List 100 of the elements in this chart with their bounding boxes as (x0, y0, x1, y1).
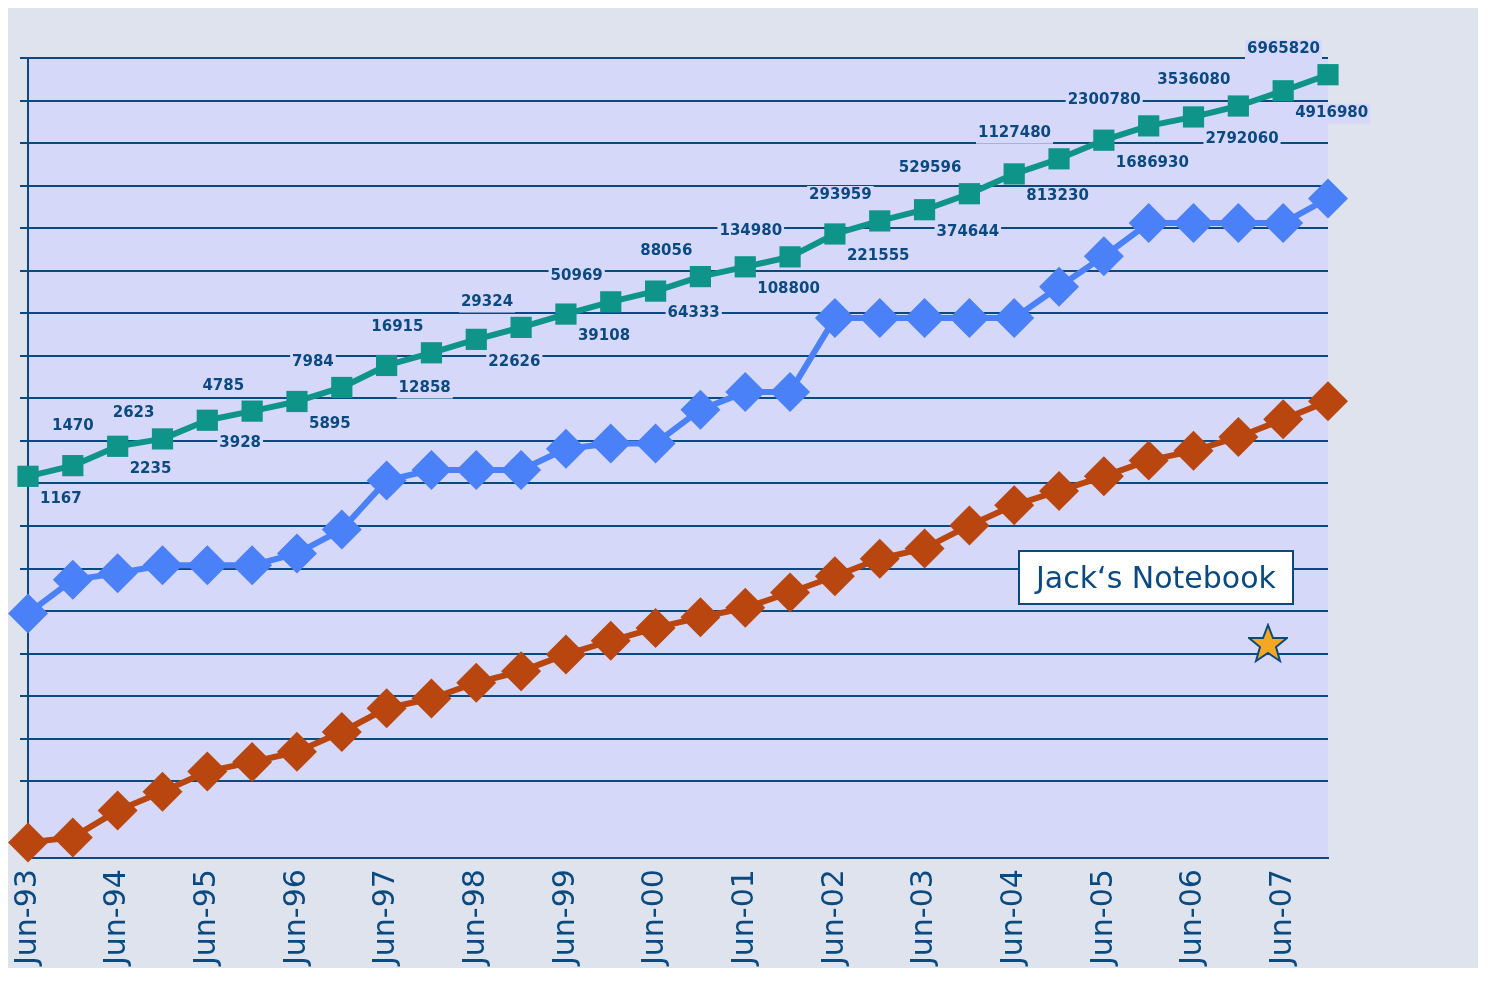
data-label: 1127480 (977, 123, 1052, 142)
point (1173, 430, 1214, 471)
x-tick-label: Jun-00 (635, 869, 671, 967)
point (949, 298, 990, 339)
data-label: 1686930 (1115, 152, 1189, 171)
point (770, 572, 811, 613)
point (1128, 203, 1169, 244)
x-tick-label: Jun-96 (276, 869, 312, 967)
point (680, 389, 721, 430)
point (734, 256, 756, 278)
data-label: 1470 (51, 416, 94, 435)
point (420, 342, 443, 364)
x-tick-label: Jun-03 (904, 869, 940, 967)
x-tick-label: Jun-07 (1262, 869, 1298, 967)
point (913, 199, 936, 221)
data-label: 813230 (1026, 186, 1089, 205)
data-label: 3928 (219, 432, 262, 451)
point (590, 620, 631, 661)
point (1263, 399, 1304, 440)
point (994, 298, 1035, 339)
point (1182, 106, 1205, 128)
point (276, 731, 317, 772)
point (824, 223, 846, 245)
point (1218, 203, 1259, 244)
point (1128, 440, 1169, 481)
data-label: 5895 (308, 413, 351, 432)
point (62, 455, 84, 477)
point (635, 607, 676, 648)
point (958, 183, 980, 205)
x-tick-label: Jun-97 (366, 869, 402, 967)
point (689, 265, 712, 288)
point (97, 790, 138, 831)
point (779, 246, 801, 268)
point (501, 449, 542, 490)
data-label: 2792060 (1205, 129, 1279, 148)
point (107, 435, 129, 457)
point (635, 423, 676, 464)
point (859, 538, 900, 579)
point (1138, 115, 1160, 137)
data-label: 529596 (898, 158, 962, 177)
data-label: 221555 (846, 246, 910, 265)
data-label: 64333 (667, 303, 720, 322)
point (321, 712, 362, 753)
point (1039, 266, 1080, 307)
data-label: 12858 (398, 377, 451, 396)
point (276, 533, 317, 574)
point (600, 291, 622, 313)
point (1308, 381, 1348, 422)
point (869, 210, 891, 232)
point (1218, 416, 1259, 457)
x-tick-label: Jun-94 (97, 869, 133, 967)
point (1308, 178, 1348, 219)
point (555, 303, 577, 325)
point (1083, 236, 1124, 277)
point (465, 328, 487, 350)
point (545, 428, 586, 469)
point (1039, 470, 1080, 511)
point (814, 556, 855, 597)
data-label: 7984 (292, 351, 334, 370)
point (376, 354, 398, 377)
data-label: 39108 (577, 326, 631, 345)
point (366, 460, 407, 501)
point (1173, 203, 1214, 244)
point (949, 505, 990, 546)
point (1272, 80, 1294, 102)
point (411, 678, 452, 719)
data-label: 22626 (488, 351, 541, 370)
data-label: 2300780 (1067, 90, 1141, 109)
point (770, 372, 811, 413)
point (510, 316, 532, 338)
point (680, 597, 721, 638)
point (8, 593, 48, 634)
point (411, 449, 452, 490)
point (644, 280, 667, 302)
x-tick-label: Jun-04 (994, 869, 1029, 967)
data-label: 108800 (757, 279, 820, 298)
point (904, 298, 945, 339)
data-label: 88056 (640, 240, 693, 259)
x-tick-label: Jun-99 (545, 869, 581, 967)
data-label: 29324 (460, 291, 514, 310)
x-tick-label: Jun-02 (814, 869, 850, 967)
point (994, 485, 1035, 526)
point (52, 817, 93, 858)
point (241, 400, 263, 422)
point (1048, 148, 1070, 170)
point (366, 688, 407, 729)
point (142, 771, 183, 812)
point (97, 553, 138, 594)
point (904, 528, 945, 569)
x-tick-label: Jun-06 (1173, 869, 1209, 967)
point (590, 423, 631, 464)
point (17, 465, 39, 487)
point (501, 651, 542, 692)
data-label: 134980 (719, 221, 783, 240)
data-label: 3536080 (1157, 70, 1231, 89)
point (814, 298, 855, 339)
data-label: 293959 (809, 185, 872, 204)
data-label: 2623 (112, 403, 155, 422)
point (8, 822, 48, 863)
data-label: 1167 (40, 488, 82, 507)
